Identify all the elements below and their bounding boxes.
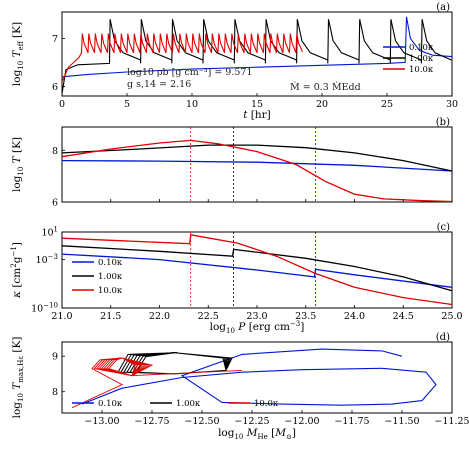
x-tick-label: −12.75 bbox=[134, 416, 169, 427]
x-tick-label: 15 bbox=[251, 99, 263, 110]
panel-label: (b) bbox=[436, 117, 450, 128]
x-tick-label: 23.0 bbox=[246, 311, 267, 322]
x-tick-label: −12.25 bbox=[234, 416, 269, 427]
series-line-1p00k bbox=[61, 19, 452, 94]
x-tick-label: 21.5 bbox=[100, 311, 121, 322]
annotation-accretion: Ṁ = 0.3 ṀEdd bbox=[290, 81, 361, 93]
legend-label: 0.10κ bbox=[98, 399, 123, 409]
legend-label: 0.10κ bbox=[409, 43, 434, 53]
series-line-0p10k bbox=[81, 348, 437, 406]
series-line-1p00k bbox=[61, 245, 453, 292]
x-tick-label: 25 bbox=[381, 99, 393, 110]
panel-frame bbox=[61, 126, 453, 203]
legend-label: 10.0κ bbox=[98, 286, 123, 296]
x-tick-label: 30 bbox=[446, 99, 458, 110]
series-line-0p10k bbox=[61, 253, 453, 288]
y-tick-label: 8 bbox=[52, 146, 58, 157]
x-tick-label: −11.50 bbox=[384, 416, 419, 427]
panel-frame bbox=[61, 11, 453, 97]
panel-c: (c) 21.0 21.5 22.0 22.5 23.0 23.5 24.0 24.5 25.0 1… bbox=[10, 222, 463, 335]
x-axis-label: log10 MHe [M⊙] bbox=[218, 427, 296, 441]
x-tick-label: 23.5 bbox=[295, 311, 316, 322]
legend-label: 1.00κ bbox=[98, 272, 123, 282]
panel-frame bbox=[61, 341, 453, 414]
x-tick-label: 20 bbox=[316, 99, 328, 110]
y-axis-label: κ [cm2g−1] bbox=[10, 242, 23, 299]
x-tick-label: −12.50 bbox=[184, 416, 219, 427]
x-tick-label: 21.0 bbox=[51, 311, 72, 322]
y-tick-label: 8 bbox=[52, 387, 58, 398]
x-tick-label: −11.75 bbox=[334, 416, 369, 427]
panel-label: (d) bbox=[436, 332, 450, 343]
x-tick-label: 10 bbox=[186, 99, 198, 110]
y-axis-label: log10 Tmax,Hε [K] bbox=[11, 337, 25, 419]
x-tick-label: −12.00 bbox=[284, 416, 319, 427]
y-tick-label: 6 bbox=[52, 82, 58, 93]
x-tick-label: 5 bbox=[124, 99, 130, 110]
panel-label: (a) bbox=[436, 2, 450, 13]
legend-label: 1.00κ bbox=[409, 54, 434, 64]
legend-label: 10.0κ bbox=[254, 399, 279, 409]
x-tick-label: −13.00 bbox=[84, 416, 119, 427]
x-tick-label: 22.0 bbox=[149, 311, 170, 322]
y-tick-label: 101 bbox=[41, 226, 58, 239]
panel-label: (c) bbox=[437, 222, 451, 233]
x-tick-label: 25.0 bbox=[441, 311, 462, 322]
legend-label: 1.00κ bbox=[176, 399, 201, 409]
x-tick-label: 24.5 bbox=[393, 311, 414, 322]
series-line-0p10k bbox=[61, 159, 453, 172]
series-line-1p00k bbox=[117, 352, 233, 375]
series-line-10p0k bbox=[61, 33, 304, 82]
annotation-density: log10 ρb [g cm⁻³] = 9.571 bbox=[127, 67, 253, 78]
panel-a: (a) 0 5 10 15 20 25 30 6 7 t [hr] log10 Teff [K] log… bbox=[11, 2, 458, 121]
series-line-1p00k bbox=[61, 144, 453, 172]
x-tick-label: −11.25 bbox=[434, 416, 469, 427]
series-line-10p0k bbox=[71, 357, 243, 409]
x-tick-label: 0 bbox=[59, 99, 65, 110]
x-axis-label: t [hr] bbox=[243, 109, 271, 121]
legend-label: 0.10κ bbox=[98, 258, 123, 268]
legend-label: 10.0κ bbox=[409, 65, 434, 75]
series-line-10p0k bbox=[61, 139, 453, 203]
annotation-gravity: g s,14 = 2.16 bbox=[127, 79, 191, 90]
y-tick-label: 7 bbox=[52, 34, 58, 45]
x-axis-label: log10 P [erg cm−3] bbox=[210, 320, 305, 335]
series-line-10p0k bbox=[61, 234, 453, 306]
y-tick-label: 10−3 bbox=[36, 253, 58, 266]
series-line-0p10k bbox=[61, 16, 453, 78]
x-tick-label: 24.0 bbox=[344, 311, 365, 322]
panel-d: (d) −13.00 −12.75 −12.50 −12.25 −12.00 −11.75 −… bbox=[11, 332, 469, 441]
y-axis-label: log10 T [K] bbox=[11, 137, 25, 192]
panel-b: (b) 6 8 log10 T [K] bbox=[11, 117, 453, 209]
y-axis-label: log10 Teff [K] bbox=[11, 22, 25, 86]
x-tick-label: 22.5 bbox=[198, 311, 219, 322]
y-tick-label: 6 bbox=[52, 198, 58, 209]
y-tick-label: 9 bbox=[52, 352, 58, 363]
